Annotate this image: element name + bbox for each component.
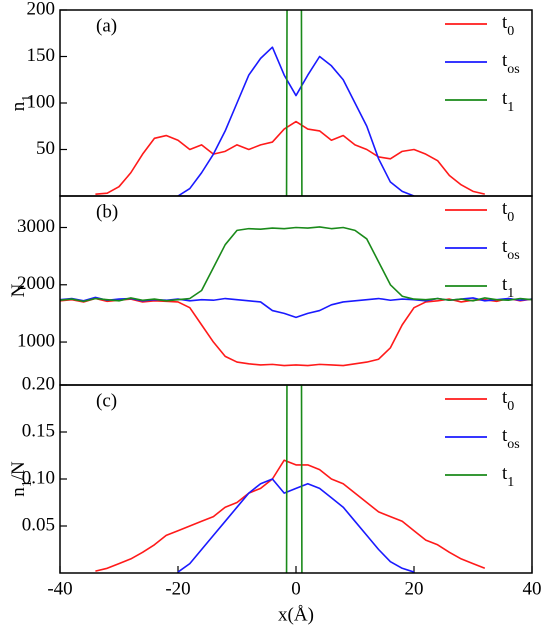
y-axis-label: N xyxy=(8,283,29,297)
legend-label-part: os xyxy=(507,62,519,77)
legend-label-part: 0 xyxy=(507,399,514,414)
series-line xyxy=(60,226,532,303)
legend-label-part: t xyxy=(502,236,508,257)
x-tick-label: 40 xyxy=(523,578,542,599)
y-tick-label: 100 xyxy=(27,91,56,112)
panel: 0.050.100.150.20-40 -20 0 20 40x(Å)n1/Nt0tos… xyxy=(8,373,542,625)
y-axis-label-part: /N xyxy=(8,461,29,480)
legend-label-part: os xyxy=(507,248,519,263)
y-tick-label: 1000 xyxy=(17,330,55,351)
legend-label: t0 xyxy=(502,387,514,413)
y-tick-label: 0.05 xyxy=(22,514,55,535)
legend-label-part: 0 xyxy=(507,24,514,39)
x-tick-label: 20 xyxy=(405,578,424,599)
series-line xyxy=(95,459,486,572)
y-axis-label-part: N xyxy=(8,283,29,297)
plot-lines xyxy=(60,226,532,367)
series-line xyxy=(60,296,532,319)
legend-label-part: t xyxy=(502,12,508,33)
y-tick-label: 0.10 xyxy=(22,467,55,488)
y-tick-label: 3000 xyxy=(17,216,55,237)
series-line xyxy=(285,385,303,573)
legend-label-part: 1 xyxy=(507,286,514,301)
series-line xyxy=(177,46,415,196)
y-axis-label: n1/N xyxy=(8,461,34,497)
x-tick-label: -20 xyxy=(165,578,190,599)
series-line xyxy=(60,297,532,367)
y-axis-label-part: n xyxy=(8,487,29,497)
legend-label-part: t xyxy=(502,274,508,295)
legend-label: tos xyxy=(502,236,520,262)
y-tick-label: 2000 xyxy=(17,273,55,294)
x-tick-label: -40 xyxy=(47,578,72,599)
legend-label: tos xyxy=(502,50,520,76)
legend-label-part: t xyxy=(502,88,508,109)
legend-label: t0 xyxy=(502,12,514,38)
series-line xyxy=(95,120,485,195)
y-tick-label: 50 xyxy=(36,138,55,159)
plot-lines xyxy=(95,10,485,196)
panel-label: (a) xyxy=(96,15,117,36)
plot-frame xyxy=(59,384,533,574)
legend-label-part: 1 xyxy=(507,475,514,490)
panel-label: (b) xyxy=(96,201,118,222)
legend-label: t1 xyxy=(502,88,514,114)
plot-lines xyxy=(95,385,486,573)
legend-label-part: os xyxy=(507,437,519,452)
y-tick-label: 150 xyxy=(27,45,56,66)
series-line xyxy=(177,478,415,573)
legend-label-part: 1 xyxy=(507,100,514,115)
y-tick-label: 200 xyxy=(27,0,56,19)
legend-label-part: t xyxy=(502,463,508,484)
y-axis-label-part: n xyxy=(8,101,29,111)
legend-label-part: 0 xyxy=(507,210,514,225)
legend-label: tos xyxy=(502,425,520,451)
y-axis-label-part: 1 xyxy=(20,95,35,102)
plot-frame xyxy=(59,195,533,386)
plot-frame xyxy=(59,9,533,197)
legend-label: t1 xyxy=(502,463,514,489)
y-tick-label: 0.15 xyxy=(22,420,55,441)
legend-label-part: t xyxy=(502,425,508,446)
y-tick-label: 0.20 xyxy=(22,373,55,394)
legend-label: t1 xyxy=(502,274,514,300)
legend-label-part: t xyxy=(502,50,508,71)
x-tick-label: 0 xyxy=(291,578,301,599)
x-axis-label: x(Å) xyxy=(278,604,314,625)
legend-label-part: t xyxy=(502,198,508,219)
legend-label-part: t xyxy=(502,387,508,408)
panel-label: (c) xyxy=(96,390,117,411)
series-line xyxy=(285,10,303,196)
legend-label: t0 xyxy=(502,198,514,224)
y-axis-label-part: 1 xyxy=(20,480,35,487)
y-axis-label: n1 xyxy=(8,95,34,112)
